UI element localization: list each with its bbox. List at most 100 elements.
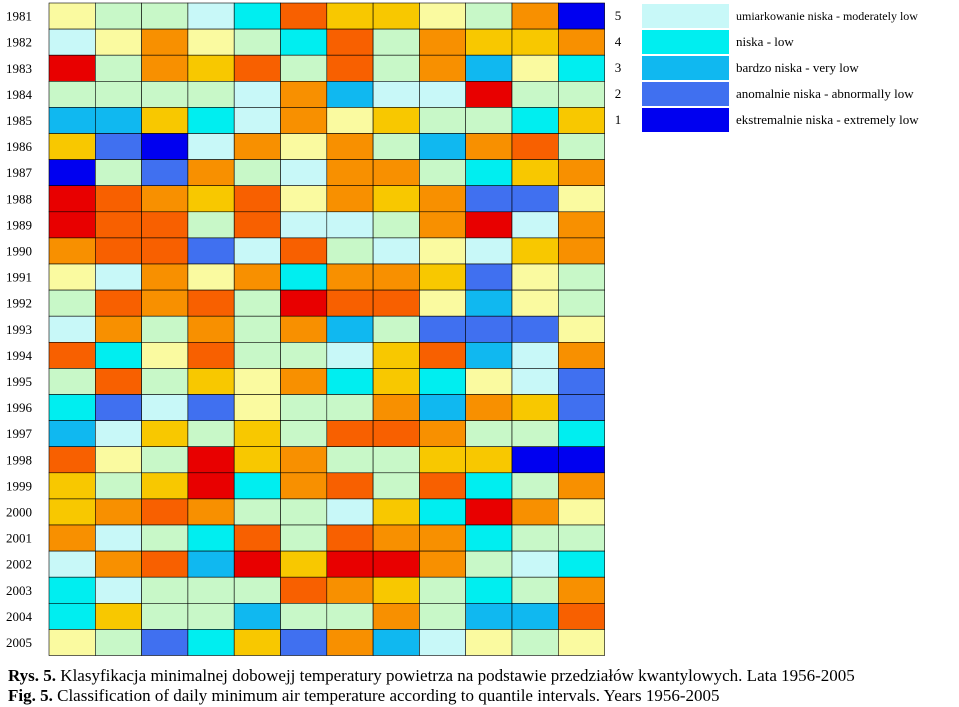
heatmap-cell [48, 446, 96, 474]
heatmap-cell [557, 602, 605, 630]
heatmap-cell [141, 550, 189, 578]
heatmap-cell [233, 420, 281, 448]
heatmap-cell [141, 315, 189, 343]
heatmap-cell [141, 368, 189, 395]
legend-swatch [642, 56, 729, 80]
heatmap-cell [465, 315, 513, 343]
heatmap-cell [372, 446, 420, 474]
heatmap-cell [187, 472, 235, 500]
heatmap-cell [511, 576, 559, 604]
heatmap-cell [557, 498, 605, 526]
heatmap-cell [326, 368, 374, 395]
heatmap-cell [511, 263, 559, 291]
heatmap-cell [419, 107, 466, 134]
year-label: 2000 [6, 504, 32, 519]
heatmap-cell [511, 420, 559, 448]
heatmap-cell [557, 133, 605, 160]
heatmap-cell [95, 420, 142, 448]
heatmap-cell [48, 341, 96, 369]
heatmap-cell [465, 28, 513, 56]
heatmap-cell [233, 341, 281, 369]
heatmap-cell [326, 629, 374, 656]
heatmap-cell [233, 315, 281, 343]
heatmap-cell [280, 185, 328, 213]
heatmap-cell [557, 107, 605, 134]
heatmap-cell [511, 315, 559, 343]
heatmap-cell [95, 159, 142, 187]
heatmap-cell [48, 2, 96, 30]
heatmap-cell [372, 2, 420, 30]
heatmap-cell [187, 289, 235, 317]
heatmap-cell [465, 576, 513, 604]
year-label: 2002 [6, 557, 32, 572]
heatmap-cell [48, 185, 96, 213]
heatmap-cell [48, 289, 96, 317]
heatmap-cell [280, 263, 328, 291]
heatmap-cell [187, 629, 235, 656]
heatmap-cell [557, 211, 605, 239]
heatmap-cell [557, 289, 605, 317]
heatmap-cell [280, 341, 328, 369]
heatmap-cell [48, 602, 96, 630]
heatmap-cell [326, 28, 374, 56]
heatmap-cell [95, 394, 142, 421]
heatmap-cell [511, 159, 559, 187]
heatmap-cell [419, 81, 466, 108]
caption-polish-prefix: Rys. 5. [8, 666, 57, 685]
heatmap-cell [557, 524, 605, 552]
heatmap-cell [233, 629, 281, 656]
heatmap-cell [141, 28, 189, 56]
heatmap-cell [48, 368, 96, 395]
heatmap-cell [557, 368, 605, 395]
year-label: 1984 [6, 87, 33, 102]
heatmap-cell [95, 446, 142, 474]
heatmap-cell [511, 550, 559, 578]
heatmap-cell [95, 185, 142, 213]
heatmap-cell [557, 2, 605, 30]
heatmap-cell [280, 524, 328, 552]
heatmap-cell [187, 341, 235, 369]
legend-swatch [642, 82, 729, 106]
heatmap-cell [372, 498, 420, 526]
heatmap-cell [511, 368, 559, 395]
heatmap-cell [280, 211, 328, 239]
legend-code: 3 [614, 60, 622, 75]
heatmap-cell [233, 472, 281, 500]
heatmap-cell [419, 2, 466, 30]
heatmap-cell [372, 81, 420, 108]
heatmap-cell [48, 107, 96, 134]
heatmap-cell [557, 237, 605, 265]
heatmap-cell [557, 394, 605, 421]
heatmap-cell [511, 211, 559, 239]
caption-polish-text: Klasyfikacja minimalnej dobowejj tempera… [56, 666, 855, 685]
heatmap-cell [233, 394, 281, 421]
year-label: 1998 [6, 452, 32, 467]
heatmap-cell [187, 107, 235, 134]
year-label: 2001 [6, 531, 32, 546]
heatmap-cell [372, 289, 420, 317]
heatmap-cell [511, 133, 559, 160]
heatmap-cell [280, 420, 328, 448]
legend-swatch [642, 4, 729, 28]
heatmap-cell [187, 602, 235, 630]
legend-code: 1 [614, 112, 622, 127]
heatmap-cell [511, 107, 559, 134]
heatmap-cell [233, 28, 281, 56]
heatmap-cell [141, 576, 189, 604]
heatmap-cell [187, 524, 235, 552]
legend-swatch [642, 30, 729, 54]
heatmap-cell [557, 472, 605, 500]
year-label: 1997 [6, 426, 33, 441]
heatmap-cell [557, 28, 605, 56]
heatmap-cell [48, 211, 96, 239]
heatmap-cell [372, 54, 420, 82]
year-label: 1992 [6, 296, 32, 311]
heatmap-cell [511, 472, 559, 500]
heatmap-cell [95, 28, 142, 56]
heatmap-cell [372, 368, 420, 395]
heatmap-cell [326, 576, 374, 604]
heatmap-cell [187, 368, 235, 395]
heatmap-cell [187, 211, 235, 239]
year-label: 1996 [6, 400, 33, 415]
heatmap-cell [187, 315, 235, 343]
